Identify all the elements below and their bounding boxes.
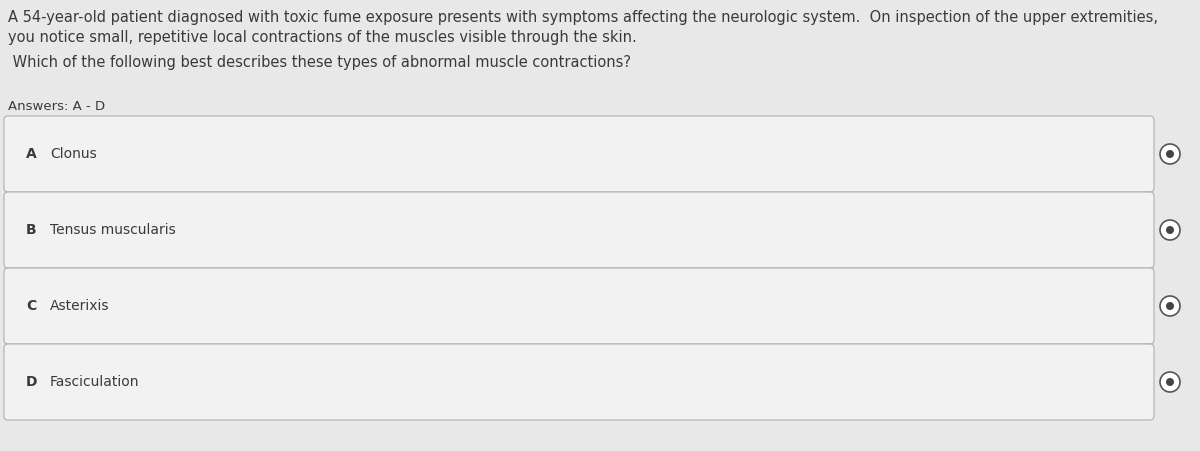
FancyBboxPatch shape [4,192,1154,268]
Circle shape [1166,378,1174,386]
Circle shape [1160,220,1180,240]
FancyBboxPatch shape [4,116,1154,192]
Text: Fasciculation: Fasciculation [50,375,139,389]
Text: you notice small, repetitive local contractions of the muscles visible through t: you notice small, repetitive local contr… [8,30,637,45]
Text: Tensus muscularis: Tensus muscularis [50,223,175,237]
Text: Which of the following best describes these types of abnormal muscle contraction: Which of the following best describes th… [8,55,631,70]
FancyBboxPatch shape [4,344,1154,420]
Text: Clonus: Clonus [50,147,97,161]
Text: Answers: A - D: Answers: A - D [8,100,106,113]
Text: D: D [26,375,37,389]
Text: A: A [26,147,37,161]
Circle shape [1160,296,1180,316]
Circle shape [1160,144,1180,164]
Text: A 54-year-old patient diagnosed with toxic fume exposure presents with symptoms : A 54-year-old patient diagnosed with tox… [8,10,1158,25]
Circle shape [1166,226,1174,234]
Circle shape [1166,302,1174,310]
Text: C: C [26,299,36,313]
Circle shape [1160,372,1180,392]
Circle shape [1166,150,1174,158]
Text: B: B [26,223,37,237]
Text: Asterixis: Asterixis [50,299,109,313]
FancyBboxPatch shape [4,268,1154,344]
